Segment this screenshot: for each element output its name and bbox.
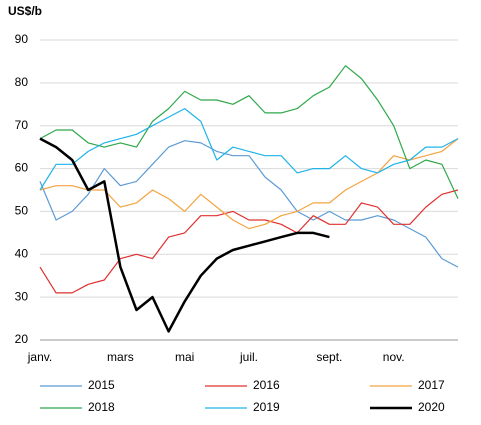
legend-label: 2020 [418, 400, 445, 414]
x-tick-label: mai [175, 350, 194, 364]
x-tick-label: mars [107, 350, 134, 364]
legend-label: 2015 [88, 378, 115, 392]
series-line [39, 140, 459, 268]
x-tick-label: juil. [239, 350, 258, 364]
y-tick-label: 30 [15, 289, 29, 303]
legend-label: 2016 [253, 378, 280, 392]
y-tick-label: 90 [15, 32, 29, 46]
y-tick-label: 80 [15, 75, 29, 89]
x-tick-label: sept. [316, 350, 342, 364]
y-axis-label: US$/b [8, 4, 42, 18]
y-tick-label: 50 [15, 204, 29, 218]
x-tick-label: nov. [383, 350, 405, 364]
y-tick-label: 60 [15, 161, 29, 175]
y-tick-label: 40 [15, 246, 29, 260]
y-tick-label: 70 [15, 118, 29, 132]
series-line [39, 138, 459, 230]
x-tick-label: janv. [27, 350, 52, 364]
series-line [39, 108, 459, 191]
legend-label: 2019 [253, 400, 280, 414]
legend-label: 2018 [88, 400, 115, 414]
series-line [39, 65, 459, 199]
y-tick-label: 20 [15, 332, 29, 346]
series-line [39, 189, 459, 294]
series-line [39, 137, 330, 333]
legend-label: 2017 [418, 378, 445, 392]
